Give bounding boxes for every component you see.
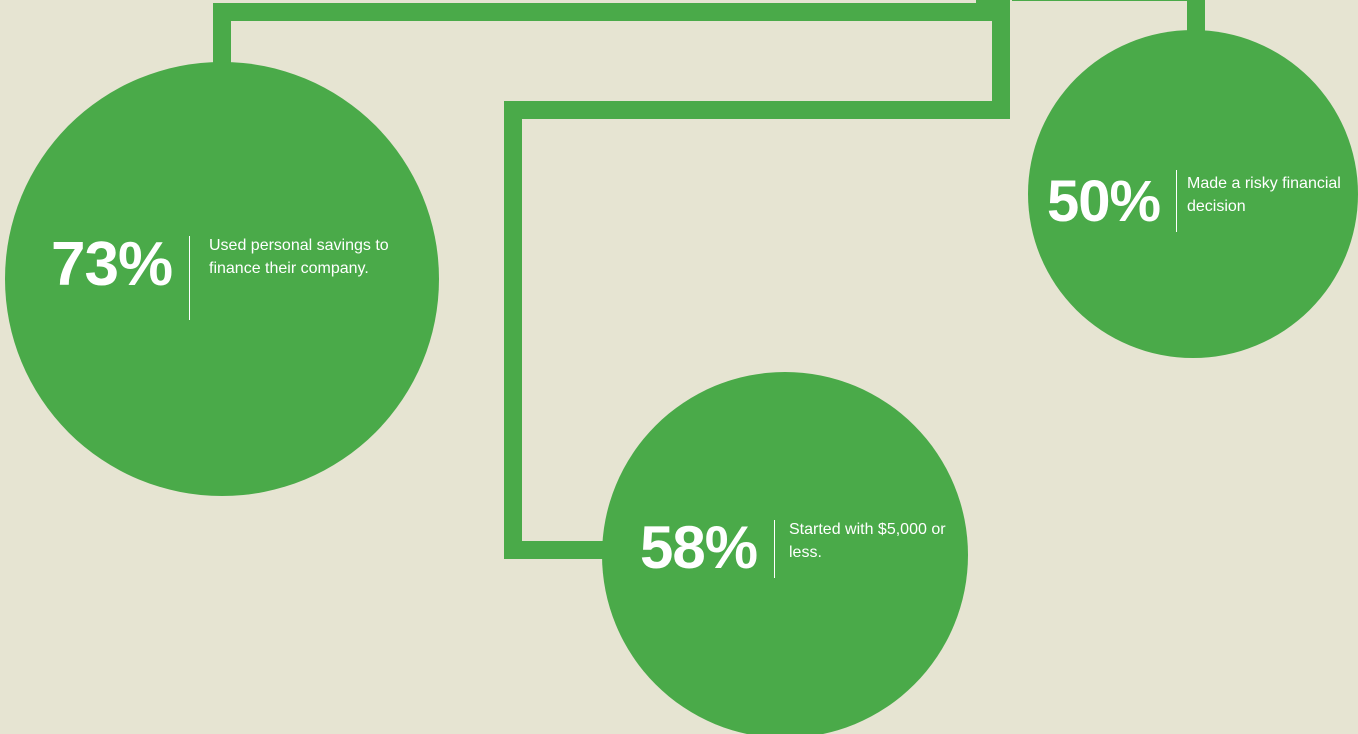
connector-line-right [1012,0,1196,36]
stat-percent-risky-decision: 50% [1047,173,1160,231]
stat-divider [774,520,775,578]
stat-caption-personal-savings: Used personal savings to finance their c… [209,234,399,280]
stat-circle-starting-capital: 58% Started with $5,000 or less. [602,372,968,734]
stat-caption-risky-decision: Made a risky financial decision [1187,172,1358,218]
stat-percent-personal-savings: 73% [51,234,172,296]
stat-divider [189,236,190,320]
stat-circle-risky-decision: 50% Made a risky financial decision [1028,30,1358,358]
stat-caption-starting-capital: Started with $5,000 or less. [789,518,949,564]
connector-line-left [222,0,985,64]
stat-circle-personal-savings: 73% Used personal savings to finance the… [5,62,439,496]
stat-percent-starting-capital: 58% [640,518,757,578]
stat-divider [1176,170,1177,232]
